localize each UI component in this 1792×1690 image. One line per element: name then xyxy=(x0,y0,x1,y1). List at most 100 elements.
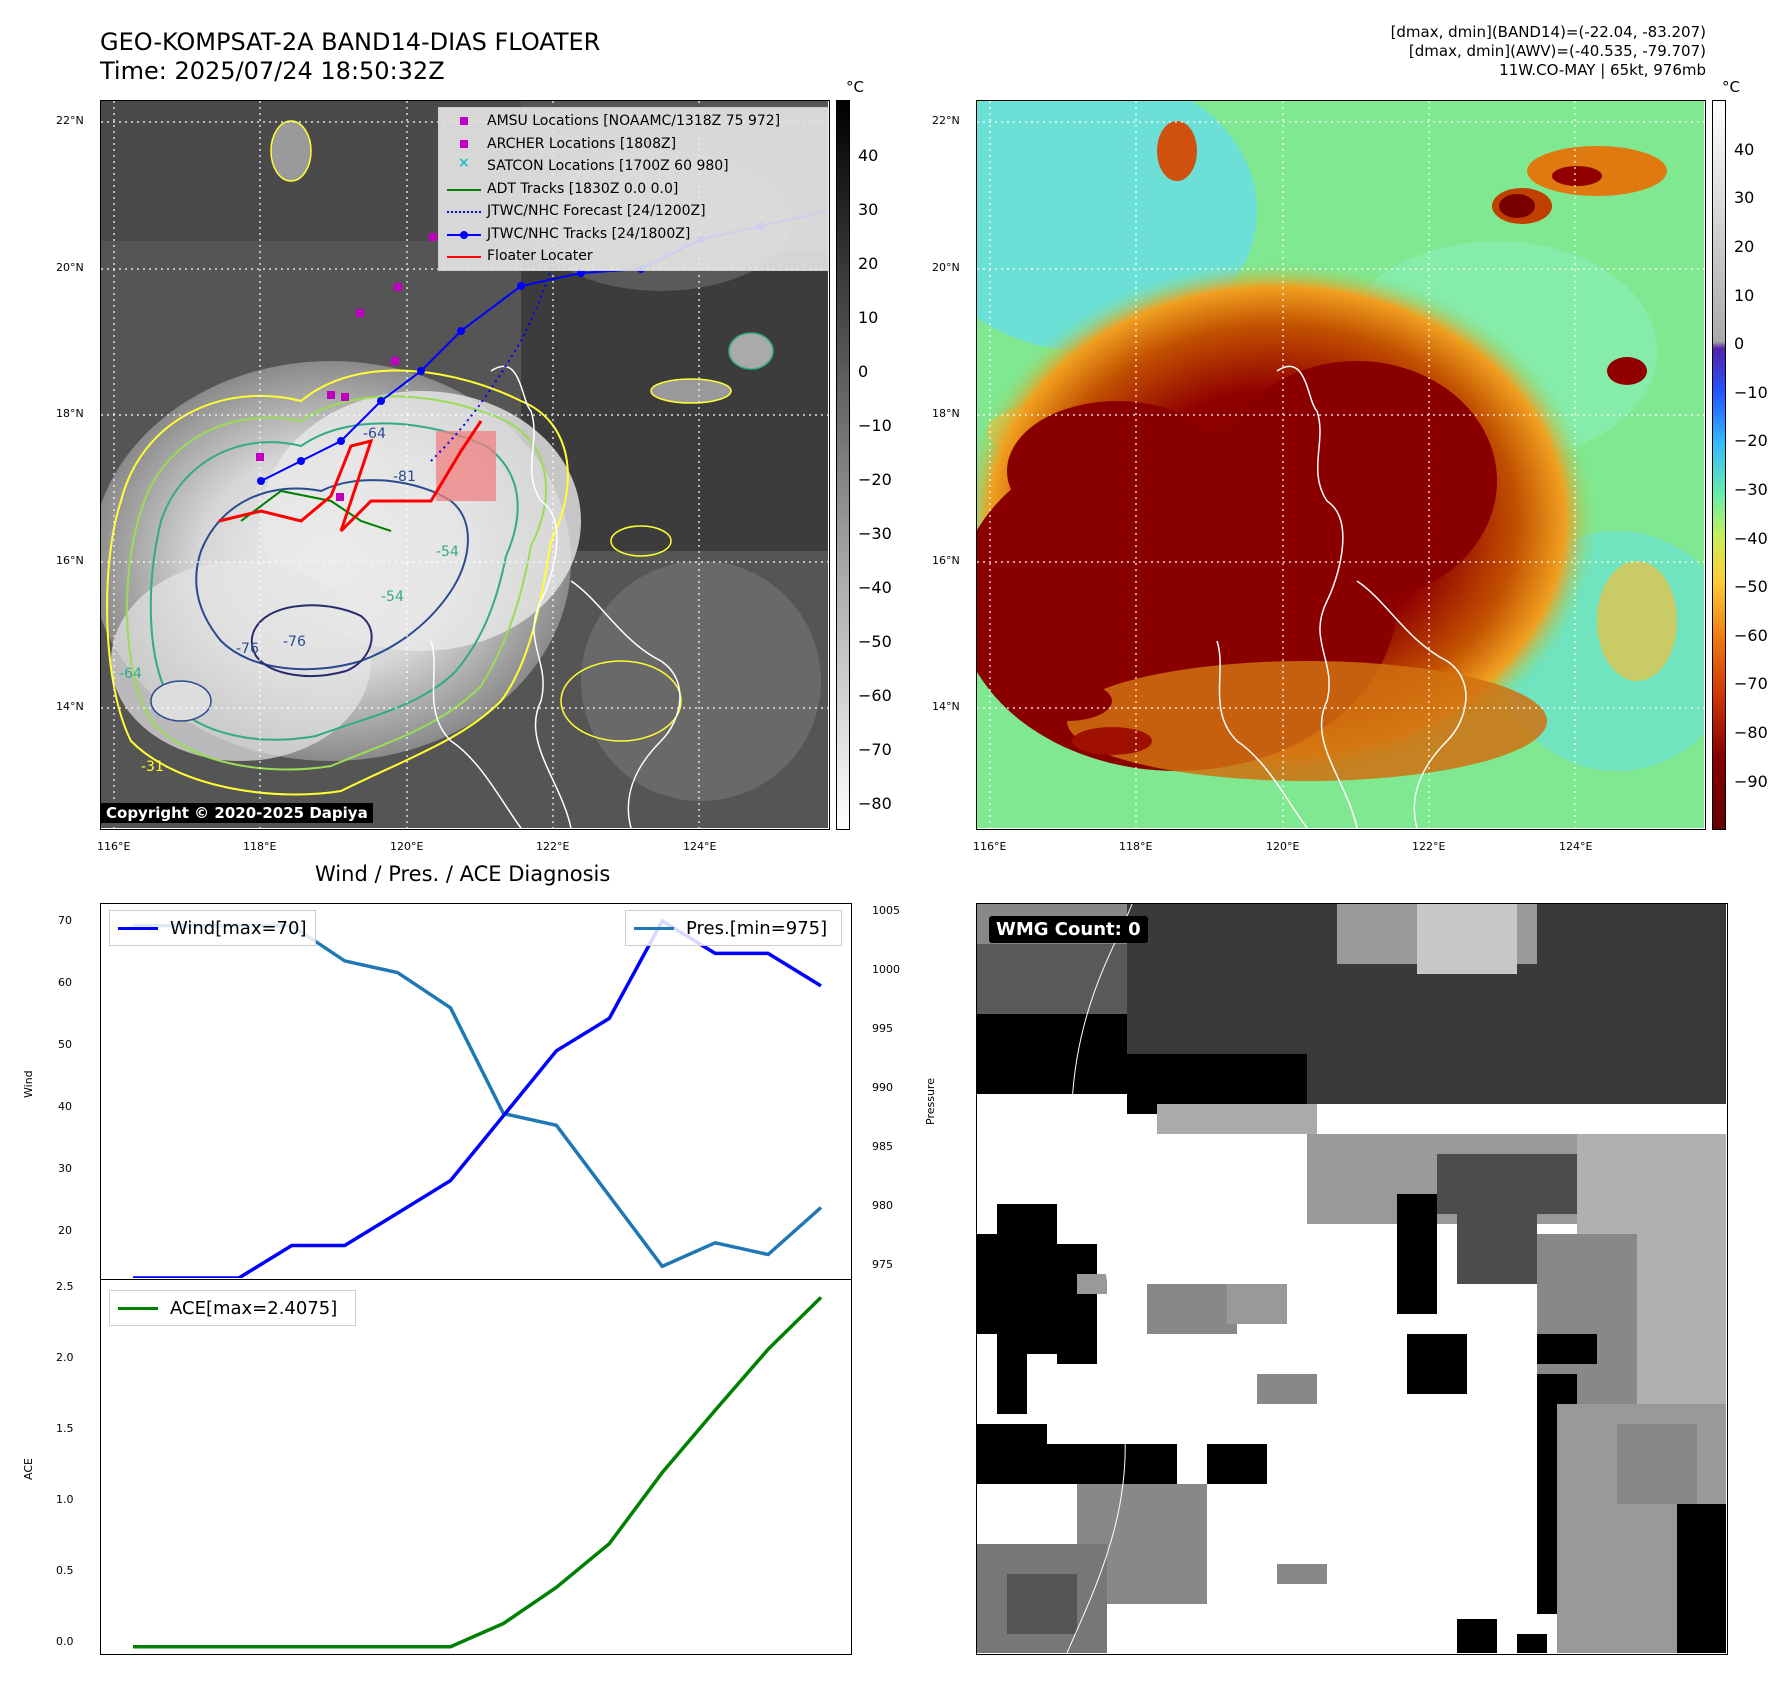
forecast-track xyxy=(430,240,562,462)
left-cb-tick: −40 xyxy=(858,578,892,597)
right-cb-tick: −70 xyxy=(1734,674,1768,693)
contour-labels: -64 -81 -54 -76 -76 -64 -54 -31 xyxy=(119,426,459,775)
legend-item-adt: ADT Tracks [1830Z 0.0 0.0] xyxy=(443,178,828,201)
awv-map-canvas xyxy=(977,101,1705,829)
left-cb-tick: 30 xyxy=(858,200,879,219)
svg-text:-31: -31 xyxy=(141,759,164,775)
left-cb-tick: 10 xyxy=(858,308,879,327)
right-cb-tick: 0 xyxy=(1734,334,1745,353)
ace-tick: 1.5 xyxy=(56,1422,74,1435)
ace-tick: 2.0 xyxy=(56,1351,74,1364)
lat-tick: 18°N xyxy=(56,407,84,420)
lat-tick: 22°N xyxy=(56,114,84,127)
map-legend: AMSU Locations [NOAAMC/1318Z 75 972] ARC… xyxy=(438,107,829,271)
line-marker-icon xyxy=(443,179,487,199)
x-marker-icon: × xyxy=(458,155,470,172)
lon-tick: 120°E xyxy=(390,840,424,853)
right-cb-tick: −80 xyxy=(1734,723,1768,742)
wind-legend: Wind[max=70] xyxy=(109,910,316,946)
legend-item-archer: ARCHER Locations [1808Z] xyxy=(443,133,828,156)
right-cb-tick: −30 xyxy=(1734,480,1768,499)
chart-title-line2: Time: 2025/07/24 18:50:32Z xyxy=(100,57,445,85)
awv-map-grid xyxy=(977,101,1704,828)
pres-tick: 1000 xyxy=(872,963,900,976)
wind-series-line xyxy=(133,918,822,1279)
left-cb-tick: 40 xyxy=(858,146,879,165)
ace-tick: 1.0 xyxy=(56,1493,74,1506)
legend-item-jtwc: JTWC/NHC Tracks [24/1800Z] xyxy=(443,223,828,246)
line-dot-icon xyxy=(443,224,487,244)
wmg-count-label: WMG Count: 0 xyxy=(989,916,1148,943)
archer-points xyxy=(256,233,437,501)
chart-title-line1: GEO-KOMPSAT-2A BAND14-DIAS FLOATER xyxy=(100,28,601,56)
left-cb-tick: 20 xyxy=(858,254,879,273)
left-colorbar-unit: °C xyxy=(846,78,864,96)
line-marker-icon xyxy=(443,246,487,266)
copyright-label: Copyright © 2020-2025 Dapiya xyxy=(101,803,373,823)
left-cb-tick: −80 xyxy=(858,794,892,813)
lon-tick: 116°E xyxy=(97,840,131,853)
wind-pressure-plot: Wind[max=70] Pres.[min=975] xyxy=(100,903,852,1280)
ace-canvas xyxy=(132,1296,823,1649)
square-marker-icon xyxy=(443,111,487,131)
svg-text:-54: -54 xyxy=(436,544,459,560)
wind-pressure-canvas xyxy=(132,918,823,1279)
lat-tick: 20°N xyxy=(56,261,84,274)
legend-item-amsu: AMSU Locations [NOAAMC/1318Z 75 972] xyxy=(443,110,828,133)
pres-axis-label: Pressure xyxy=(924,1078,937,1125)
pres-tick: 995 xyxy=(872,1022,893,1035)
svg-text:-81: -81 xyxy=(393,469,416,485)
adt-track xyxy=(240,489,392,532)
diagnosis-title: Wind / Pres. / ACE Diagnosis xyxy=(315,862,611,886)
lat-tick: 14°N xyxy=(56,700,84,713)
awv-map-panel xyxy=(976,100,1706,830)
lon-tick: 122°E xyxy=(536,840,570,853)
right-cb-tick: 10 xyxy=(1734,286,1755,305)
left-cb-tick: −10 xyxy=(858,416,892,435)
ace-series-line xyxy=(133,1296,823,1649)
lat-tick: 20°N xyxy=(932,261,960,274)
right-cb-tick: −40 xyxy=(1734,529,1768,548)
pres-legend: Pres.[min=975] xyxy=(625,910,842,946)
wind-tick: 20 xyxy=(58,1224,72,1237)
square-marker-icon xyxy=(443,134,487,154)
lat-tick: 16°N xyxy=(932,554,960,567)
right-cb-tick: 40 xyxy=(1734,140,1755,159)
lat-tick: 14°N xyxy=(932,700,960,713)
pres-tick: 985 xyxy=(872,1140,893,1153)
ir-map-panel: -64 -81 -54 -76 -76 -64 -54 -31 AMSU Loc… xyxy=(100,100,830,830)
ace-plot: ACE[max=2.4075] xyxy=(100,1280,852,1655)
lon-tick: 124°E xyxy=(1559,840,1593,853)
pres-tick: 975 xyxy=(872,1258,893,1271)
ace-legend-swatch xyxy=(118,1306,158,1310)
wind-tick: 30 xyxy=(58,1162,72,1175)
left-cb-tick: −60 xyxy=(858,686,892,705)
dotted-line-icon xyxy=(443,201,487,221)
header-right-line3: 11W.CO-MAY | 65kt, 976mb xyxy=(1499,61,1706,79)
ace-axis-label: ACE xyxy=(22,1458,35,1480)
wind-tick: 50 xyxy=(58,1038,72,1051)
left-colorbar xyxy=(836,100,850,830)
lat-tick: 22°N xyxy=(932,114,960,127)
right-cb-tick: 20 xyxy=(1734,237,1755,256)
legend-item-floater: Floater Locater xyxy=(443,245,828,268)
floater-track xyxy=(218,420,483,533)
legend-item-satcon: × SATCON Locations [1700Z 60 980] xyxy=(443,155,828,178)
wind-legend-swatch xyxy=(118,926,158,930)
pres-tick: 980 xyxy=(872,1199,893,1212)
lon-tick: 118°E xyxy=(243,840,277,853)
lon-tick: 118°E xyxy=(1119,840,1153,853)
svg-text:-76: -76 xyxy=(236,641,259,657)
svg-text:-54: -54 xyxy=(381,589,404,605)
svg-text:-76: -76 xyxy=(283,634,306,650)
wind-tick: 60 xyxy=(58,976,72,989)
lat-tick: 16°N xyxy=(56,554,84,567)
lon-tick: 116°E xyxy=(973,840,1007,853)
right-colorbar-unit: °C xyxy=(1722,78,1740,96)
left-cb-tick: −30 xyxy=(858,524,892,543)
right-cb-tick: −10 xyxy=(1734,383,1768,402)
left-cb-tick: −20 xyxy=(858,470,892,489)
right-colorbar xyxy=(1712,100,1726,830)
wind-tick: 70 xyxy=(58,914,72,927)
wind-tick: 40 xyxy=(58,1100,72,1113)
